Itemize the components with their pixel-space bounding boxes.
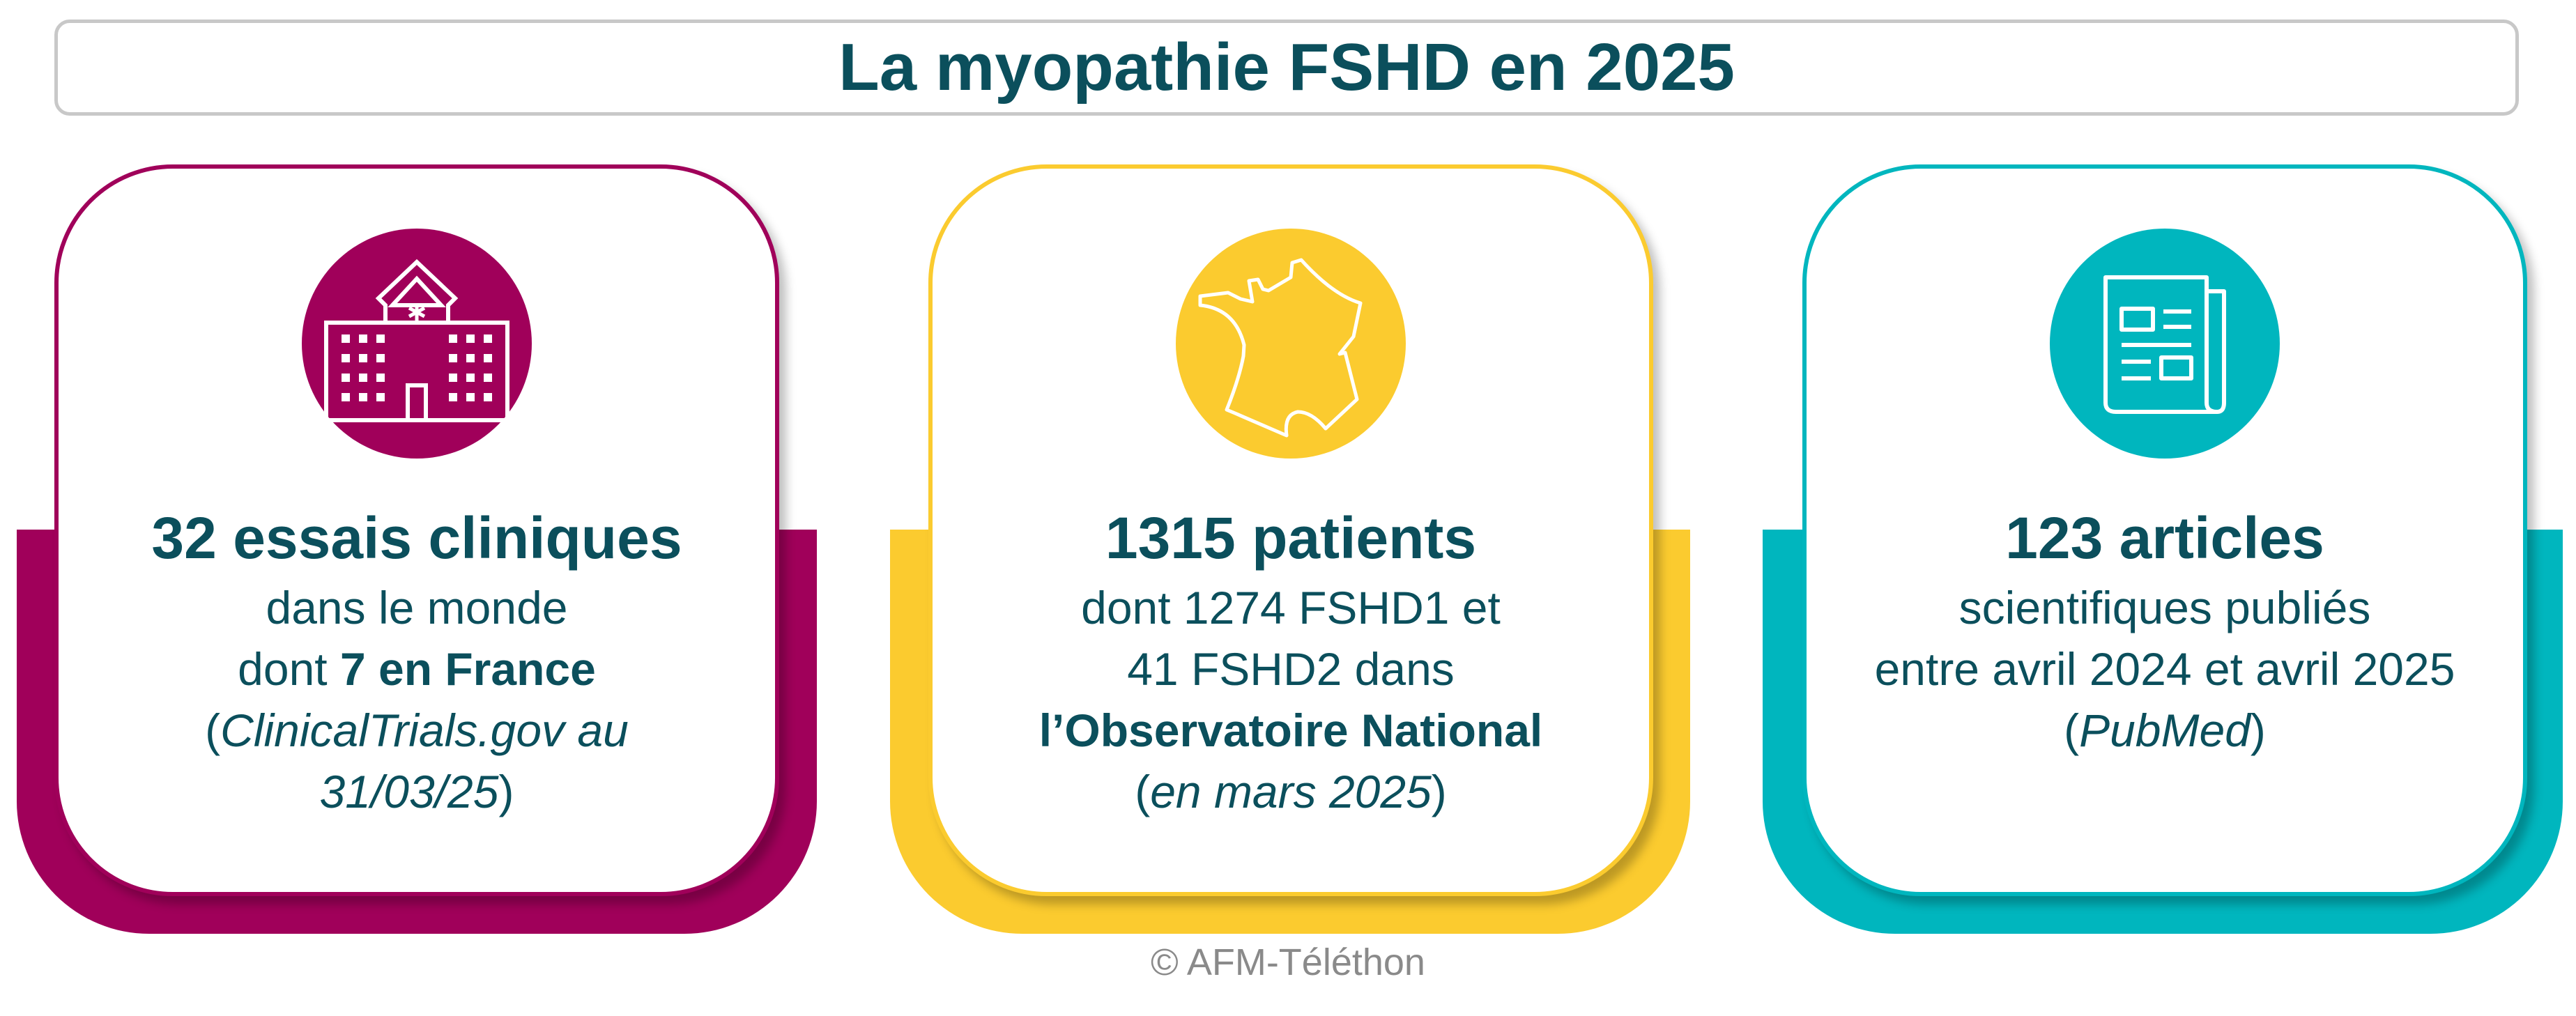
card-patients: 1315 patients dont 1274 FSHD1 et 41 FSHD…	[928, 164, 1653, 896]
title-box: La myopathie FSHD en 2025	[54, 20, 2519, 116]
card-heading: 32 essais cliniques	[151, 505, 682, 571]
card-line: (PubMed)	[1807, 700, 2523, 761]
card-text: 32 essais cliniques dans le monde dont 7…	[59, 503, 775, 822]
text-segment: dont	[238, 643, 340, 695]
card-line: 41 FSHD2 dans	[1127, 643, 1455, 695]
text-segment-italic: PubMed	[2079, 705, 2251, 756]
text-segment: )	[1431, 766, 1447, 817]
card-heading: 123 articles	[2005, 505, 2324, 571]
text-segment: (	[2064, 705, 2080, 756]
card-line: entre avril 2024 et avril 2025	[1874, 643, 2455, 695]
text-segment: )	[2250, 705, 2266, 756]
card-line: dont 1274 FSHD1 et	[1081, 582, 1501, 633]
card-line: dont 7 en France	[59, 638, 775, 700]
card-text: 123 articles scientifiques publiés entre…	[1807, 503, 2523, 761]
hospital-icon	[302, 229, 532, 459]
text-segment-bold: 7 en France	[339, 643, 596, 695]
card-text: 1315 patients dont 1274 FSHD1 et 41 FSHD…	[933, 503, 1649, 822]
card-line: 31/03/25)	[59, 761, 775, 822]
text-segment: (	[205, 705, 221, 756]
card-articles: 123 articles scientifiques publiés entre…	[1802, 164, 2527, 896]
text-segment-italic: 31/03/25	[319, 766, 499, 817]
card-clinical-trials: 32 essais cliniques dans le monde dont 7…	[54, 164, 779, 896]
card-line: dans le monde	[266, 582, 568, 633]
newspaper-icon	[2050, 229, 2280, 459]
copyright-footer: © AFM-Téléthon	[1151, 941, 1425, 983]
card-heading: 1315 patients	[1105, 505, 1477, 571]
card-line: scientifiques publiés	[1958, 582, 2371, 633]
france-map-icon	[1176, 229, 1406, 459]
page-title: La myopathie FSHD en 2025	[838, 30, 1735, 105]
card-line: (en mars 2025)	[933, 761, 1649, 822]
text-segment-italic: en mars 2025	[1150, 766, 1432, 817]
card-line: (ClinicalTrials.gov au	[59, 700, 775, 761]
card-line-bold: l’Observatoire National	[1038, 705, 1543, 756]
text-segment: )	[498, 766, 514, 817]
text-segment-italic: ClinicalTrials.gov au	[220, 705, 629, 756]
text-segment: (	[1135, 766, 1151, 817]
